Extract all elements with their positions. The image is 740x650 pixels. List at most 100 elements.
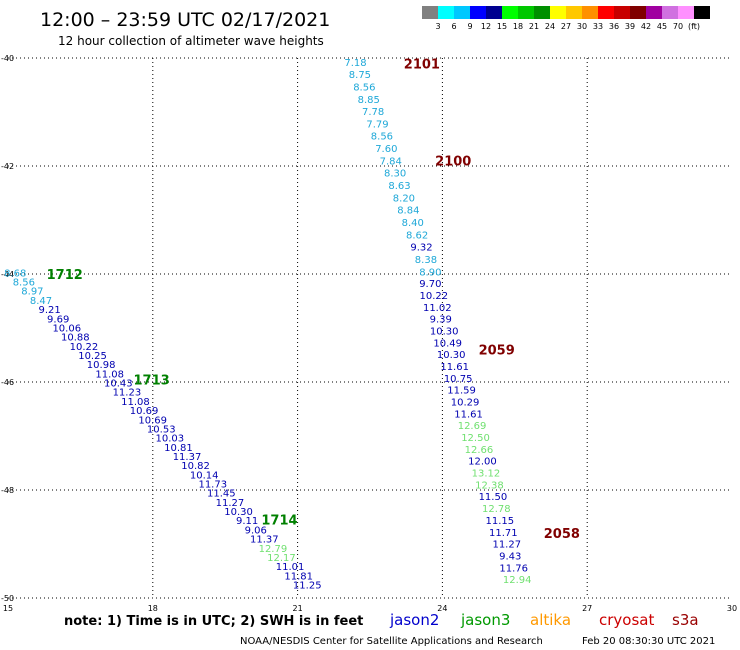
color-scale-swatch [502, 6, 518, 19]
swh-value: 11.81 [284, 571, 313, 582]
swh-value: 11.37 [173, 452, 202, 463]
footer-credit: NOAA/NESDIS Center for Satellite Applica… [240, 636, 543, 647]
color-scale-label: 9 [467, 22, 472, 31]
x-tick-label: 27 [582, 604, 592, 613]
swh-value: 9.32 [410, 243, 432, 254]
swh-value: 11.27 [216, 498, 245, 509]
swh-value: 10.88 [61, 333, 90, 344]
swh-value: 11.59 [447, 386, 476, 397]
color-scale-label: 12 [481, 22, 491, 31]
swh-value: 10.22 [70, 342, 99, 353]
swh-value: 11.27 [492, 540, 521, 551]
swh-value: 8.85 [358, 95, 380, 106]
color-scale-swatch [598, 6, 614, 19]
swh-value: 10.81 [164, 443, 193, 454]
color-scale-legend: 3 6 9 12 15 18 21 24 27 30 33 36 39 42 45 70 (ft) [422, 6, 710, 31]
swh-value: 11.02 [423, 303, 452, 314]
swh-value: 8.40 [402, 218, 424, 229]
swh-value: 9.21 [38, 305, 60, 316]
color-scale-label: 30 [577, 22, 587, 31]
altimeter-tracks: 7.188.758.568.857.787.798.567.607.848.30… [4, 58, 531, 592]
swh-value: 12.94 [503, 575, 532, 586]
swh-value: 9.69 [47, 314, 69, 325]
color-scale-swatch [694, 6, 710, 19]
swh-value: 11.73 [198, 480, 227, 491]
color-scale-swatch [518, 6, 534, 19]
swh-value: 11.23 [113, 388, 142, 399]
swh-value: 8.97 [21, 287, 43, 298]
color-scale-label: 6 [451, 22, 456, 31]
satellite-label-cryosat: cryosat [599, 611, 654, 629]
satellite-label-jason2: jason2 [389, 611, 439, 629]
color-scale-label: 45 [657, 22, 667, 31]
color-scale-label: 33 [593, 22, 603, 31]
pass-label: 2101 [404, 57, 440, 72]
color-scale-swatch [534, 6, 550, 19]
color-scale-label: 15 [497, 22, 507, 31]
swh-value: 9.11 [236, 516, 258, 527]
swh-value: 11.45 [207, 489, 236, 500]
pass-label: 2100 [435, 155, 471, 170]
color-scale-swatch [566, 6, 582, 19]
color-scale-label: 24 [545, 22, 555, 31]
y-tick-label: -46 [1, 378, 14, 387]
axis-ticks: 15 18 21 24 27 30 -40 -42 -44 -46 -48 -50 [1, 54, 737, 613]
color-scale-label: 18 [513, 22, 523, 31]
x-tick-label: 24 [437, 604, 447, 613]
swh-value: 10.30 [437, 350, 466, 361]
color-scale-swatch [630, 6, 646, 19]
swh-value: 10.82 [181, 461, 210, 472]
swh-value: 12.79 [259, 544, 288, 555]
satellite-legend: jason2 jason3 altika cryosat s3a [389, 611, 699, 629]
y-tick-label: -48 [1, 486, 14, 495]
swh-value: 11.15 [486, 516, 515, 527]
pass-label: 1712 [47, 268, 83, 283]
track: 8.688.568.978.479.219.6910.0610.8810.221… [4, 268, 321, 591]
swh-value: 8.63 [388, 181, 410, 192]
pass-label: 1713 [133, 373, 169, 388]
color-scale-label: 27 [561, 22, 571, 31]
swh-value: 11.61 [454, 409, 483, 420]
swh-value: 10.98 [87, 360, 116, 371]
color-scale-swatch [646, 6, 662, 19]
swh-value: 12.38 [475, 480, 504, 491]
color-scale-swatch [582, 6, 598, 19]
color-scale-swatch [614, 6, 630, 19]
swh-value: 10.43 [104, 379, 133, 390]
swh-value: 7.60 [375, 144, 397, 155]
swh-value: 11.08 [121, 397, 150, 408]
swh-value: 8.20 [393, 193, 415, 204]
swh-value: 11.61 [440, 362, 469, 373]
swh-value: 10.75 [444, 374, 473, 385]
swh-value: 7.84 [380, 156, 402, 167]
swh-value: 10.22 [419, 291, 448, 302]
swh-value: 8.38 [415, 255, 437, 266]
color-scale-label: 21 [529, 22, 539, 31]
color-scale-label: 70 [673, 22, 683, 31]
swh-value: 8.90 [419, 267, 441, 278]
y-tick-label: -44 [1, 270, 14, 279]
satellite-label-altika: altika [530, 611, 571, 629]
color-scale-unit: (ft) [688, 22, 700, 31]
swh-value: 10.69 [130, 406, 159, 417]
pass-label: 2058 [544, 527, 580, 542]
pass-label: 1714 [261, 514, 297, 529]
satellite-label-s3a: s3a [672, 611, 699, 629]
color-scale-swatch [422, 6, 438, 19]
swh-value: 9.70 [419, 279, 441, 290]
swh-value: 11.37 [250, 535, 279, 546]
color-scale-label: 36 [609, 22, 619, 31]
swh-value: 7.79 [366, 119, 388, 130]
swh-value: 10.03 [156, 434, 185, 445]
swh-value: 8.68 [4, 268, 26, 279]
swh-value: 9.06 [245, 525, 267, 536]
plot-grid [8, 57, 732, 599]
swh-value: 11.76 [499, 563, 528, 574]
color-scale-label: 3 [435, 22, 440, 31]
swh-value: 10.49 [433, 338, 462, 349]
footer-note: note: 1) Time is in UTC; 2) SWH is in fe… [64, 614, 363, 629]
pass-label: 2059 [479, 344, 515, 359]
satellite-label-jason3: jason3 [460, 611, 510, 629]
swh-value: 8.62 [406, 230, 428, 241]
